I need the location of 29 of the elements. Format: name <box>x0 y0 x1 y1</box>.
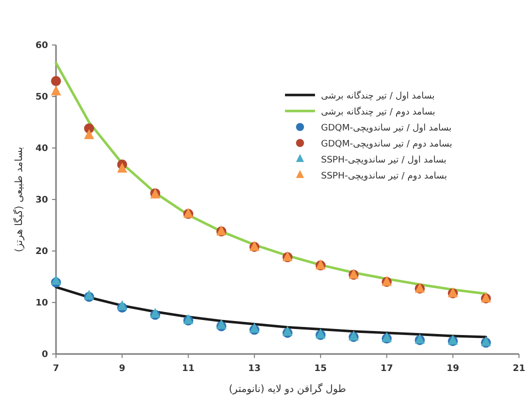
legend-label: بسامد دوم / تیر چندگانه برشی <box>321 106 436 118</box>
legend-label: بسامد دوم / تیر ساندویچی-SSPH <box>321 172 447 182</box>
point <box>117 300 128 310</box>
point <box>51 85 61 96</box>
y-tick-label: 60 <box>35 41 48 51</box>
legend-label: بسامد دوم / تیر ساندویچی-GDQM <box>321 140 452 150</box>
y-tick-label: 30 <box>35 196 48 206</box>
y-tick-label: 0 <box>42 350 48 360</box>
legend-label: بسامد اول / تیر ساندویچی-SSPH <box>321 156 446 166</box>
y-tick-label: 10 <box>35 298 48 308</box>
x-axis-title: طول گرافن دو لایه (نانومتر) <box>228 383 346 395</box>
y-tick-label: 40 <box>35 144 48 154</box>
x-tick-label: 13 <box>248 364 261 374</box>
x-tick-label: 9 <box>119 364 126 374</box>
x-tick-label: 11 <box>182 364 195 374</box>
legend-label: بسامد اول / تیر چندگانه برشی <box>321 90 435 102</box>
y-tick-label: 20 <box>35 247 48 257</box>
x-tick-label: 21 <box>512 364 526 374</box>
y-tick-label: 50 <box>35 92 48 102</box>
x-tick-label: 19 <box>446 364 460 374</box>
legend-label: بسامد اول / تیر ساندویچی-GDQM <box>321 124 452 134</box>
point <box>51 274 61 285</box>
x-tick-label: 7 <box>52 364 60 374</box>
point <box>117 162 128 173</box>
point <box>84 129 94 140</box>
x-tick-label: 17 <box>380 364 393 374</box>
y-axis-title: بسامد طبیعی (گیگا هرتز) <box>13 146 25 252</box>
x-tick-label: 15 <box>314 364 327 374</box>
point <box>51 76 61 86</box>
